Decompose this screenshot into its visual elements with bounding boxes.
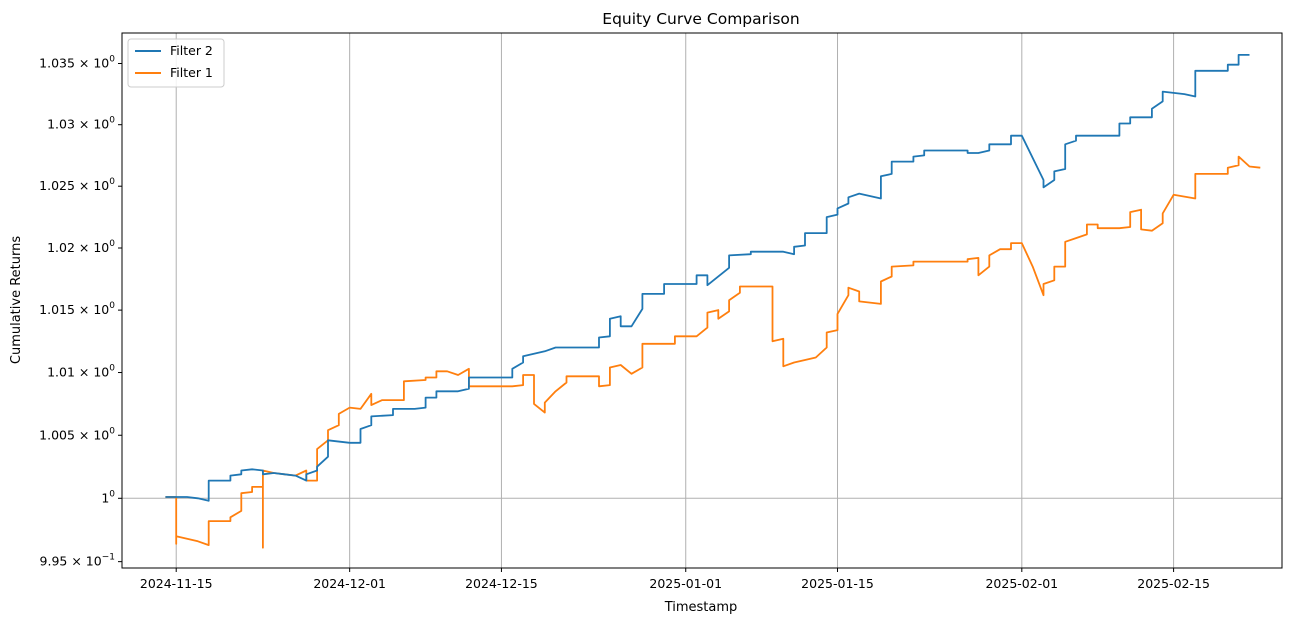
- y-tick-label: 1.03 × 100: [47, 116, 115, 132]
- y-tick-label: 10: [101, 489, 115, 505]
- x-tick-label: 2025-02-15: [1137, 576, 1210, 591]
- y-tick-mantissa: 1: [101, 490, 109, 505]
- y-tick-mantissa: 1.035: [39, 55, 75, 70]
- x-tick-label: 2024-12-01: [313, 576, 386, 591]
- y-tick-mantissa: 1.025: [39, 178, 75, 193]
- legend-label-filter-1: Filter 1: [170, 65, 213, 80]
- y-tick-times-ten: × 10: [67, 554, 101, 569]
- y-tick-exponent: 0: [109, 426, 115, 436]
- y-tick-times-ten: × 10: [75, 365, 109, 380]
- y-tick-mantissa: 9.95: [40, 554, 68, 569]
- y-tick-exponent: 0: [109, 489, 115, 499]
- series-line-filter-1: [165, 155, 1261, 549]
- y-axis-label: Cumulative Returns: [9, 236, 24, 364]
- y-tick-times-ten: × 10: [75, 117, 109, 132]
- y-tick-mantissa: 1.01: [47, 365, 75, 380]
- y-tick-times-ten: × 10: [75, 427, 109, 442]
- legend: Filter 2 Filter 1: [127, 38, 225, 88]
- y-tick-label: 1.015 × 100: [39, 301, 115, 317]
- y-tick-label: 9.95 × 10−1: [40, 553, 115, 569]
- y-tick-exponent: 0: [109, 301, 115, 311]
- chart-title: Equity Curve Comparison: [602, 10, 799, 28]
- x-axis-ticks: 2024-11-15 2024-12-01 2024-12-15 2025-01-01…: [140, 568, 1210, 591]
- y-tick-exponent: −1: [102, 553, 115, 563]
- y-tick-times-ten: × 10: [75, 55, 109, 70]
- x-tick-label: 2024-11-15: [140, 576, 213, 591]
- y-tick-mantissa: 1.02: [47, 240, 75, 255]
- y-tick-exponent: 0: [109, 239, 115, 249]
- y-tick-label: 1.02 × 100: [47, 239, 115, 255]
- y-tick-times-ten: × 10: [75, 240, 109, 255]
- x-axis-label: Timestamp: [664, 600, 738, 615]
- y-tick-exponent: 0: [109, 54, 115, 64]
- series-line-filter-2: [165, 54, 1250, 502]
- x-tick-label: 2025-01-15: [801, 576, 874, 591]
- grid-lines: [175, 33, 1175, 568]
- y-tick-exponent: 0: [109, 116, 115, 126]
- series-lines: [165, 54, 1261, 549]
- y-tick-times-ten: × 10: [75, 302, 109, 317]
- y-tick-mantissa: 1.015: [39, 302, 75, 317]
- y-tick-exponent: 0: [109, 364, 115, 374]
- x-tick-label: 2025-01-01: [649, 576, 722, 591]
- x-tick-label: 2025-02-01: [985, 576, 1058, 591]
- legend-label-filter-2: Filter 2: [170, 43, 213, 58]
- y-tick-label: 1.025 × 100: [39, 177, 115, 193]
- y-tick-label: 1.005 × 100: [39, 426, 115, 442]
- y-tick-exponent: 0: [109, 177, 115, 187]
- y-tick-mantissa: 1.005: [39, 427, 75, 442]
- x-tick-label: 2024-12-15: [465, 576, 538, 591]
- plot-frame: [121, 32, 1283, 569]
- y-tick-label: 1.035 × 100: [39, 54, 115, 70]
- y-tick-mantissa: 1.03: [47, 117, 75, 132]
- y-tick-times-ten: × 10: [75, 178, 109, 193]
- y-tick-label: 1.01 × 100: [47, 364, 115, 380]
